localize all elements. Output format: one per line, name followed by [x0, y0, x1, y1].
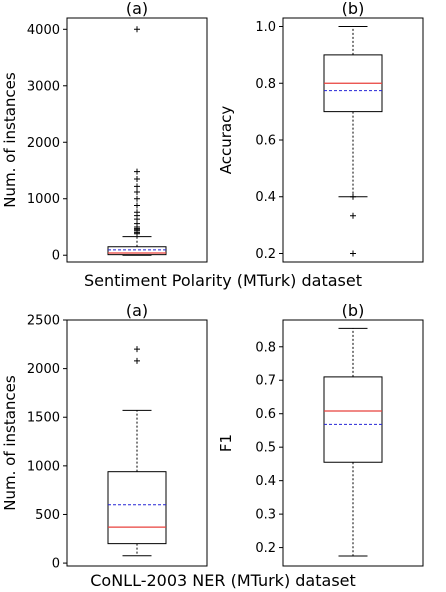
chart-2-ytick-label-1: 0.4 [255, 190, 276, 205]
chart-4-ytick-label-5: 0.7 [255, 374, 276, 389]
chart-1-ylabel: Num. of instances [1, 72, 19, 208]
chart-3-box [107, 471, 167, 545]
chart-4-box [323, 376, 383, 463]
chart-1-ytick-label-0: 0 [52, 249, 60, 264]
chart-1-outlier-0 [134, 26, 140, 33]
chart-1-ytick-label-4: 4000 [27, 23, 60, 38]
chart-4-ytick-label-1: 0.3 [255, 508, 276, 523]
chart-1-outlier-3 [134, 183, 140, 190]
chart-3-ytick-label-2: 1000 [27, 459, 60, 474]
chart-3-title: (a) [126, 301, 148, 320]
chart-4-ytick-label-3: 0.5 [255, 441, 276, 456]
chart-1-ytick-label-1: 1000 [27, 192, 60, 207]
chart-3-ytick-label-3: 1500 [27, 411, 60, 426]
chart-3-ytick-label-4: 2000 [27, 362, 60, 377]
chart-1-outlier-4 [134, 188, 140, 195]
chart-3-ytick-label-1: 500 [35, 508, 60, 523]
chart-3-outlier-1 [134, 357, 140, 364]
chart-2-ytick-label-2: 0.6 [255, 134, 276, 149]
chart-1-outlier-16 [134, 230, 140, 237]
chart-1-frame [66, 17, 208, 263]
chart-2-ytick-label-3: 0.8 [255, 77, 276, 92]
chart-3-outlier-0 [134, 346, 140, 353]
chart-4-ytick-label-2: 0.4 [255, 474, 276, 489]
chart-1-box [107, 246, 167, 256]
chart-4-ytick-label-6: 0.8 [255, 340, 276, 355]
chart-1-ytick-label-3: 3000 [27, 79, 60, 94]
chart-2-outlier-0 [350, 193, 356, 200]
chart-3-ytick-label-0: 0 [52, 557, 60, 572]
chart-4-title: (b) [342, 301, 365, 320]
chart-2-ytick-label-0: 0.2 [255, 247, 276, 262]
chart-3-frame [66, 319, 208, 567]
chart-1-title: (a) [126, 0, 148, 18]
chart-1-outlier-5 [134, 195, 140, 202]
chart-1-outlier-1 [134, 168, 140, 175]
caption-top: Sentiment Polarity (MTurk) dataset [84, 271, 362, 290]
chart-4-ytick-label-0: 0.2 [255, 541, 276, 556]
chart-2-outlier-3 [350, 250, 356, 257]
chart-1-ytick-label-2: 2000 [27, 136, 60, 151]
chart-3-ytick-label-5: 2500 [27, 314, 60, 329]
chart-4-ytick-label-4: 0.6 [255, 407, 276, 422]
chart-4-frame [282, 319, 424, 567]
chart-3-ylabel: Num. of instances [1, 375, 19, 511]
chart-2-outlier-1 [350, 212, 356, 219]
chart-4-ylabel: F1 [217, 434, 235, 452]
chart-1-outlier-2 [134, 175, 140, 182]
chart-2-ytick-label-4: 1.0 [255, 20, 276, 35]
caption-bottom: CoNLL-2003 NER (MTurk) dataset [90, 571, 356, 590]
chart-1-outlier-6 [134, 202, 140, 209]
chart-2-ylabel: Accuracy [217, 106, 235, 175]
chart-2-title: (b) [342, 0, 365, 18]
